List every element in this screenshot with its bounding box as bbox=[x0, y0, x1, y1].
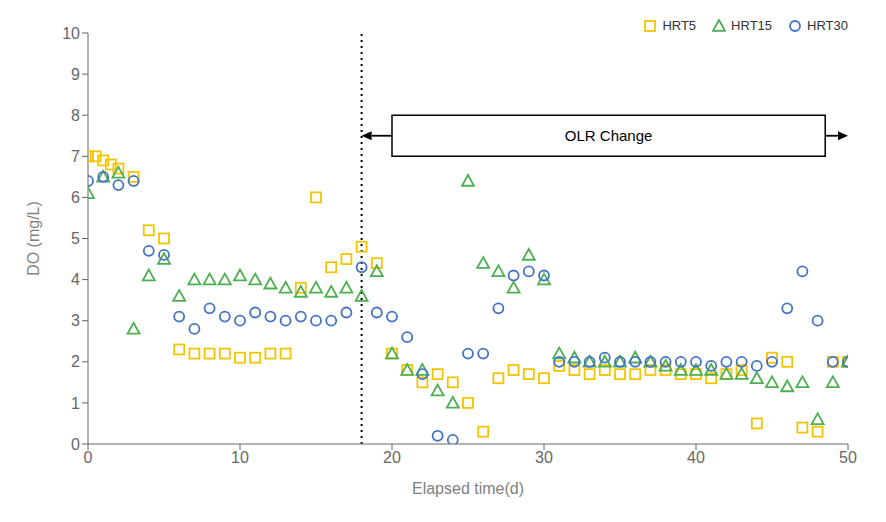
svg-text:3: 3 bbox=[71, 312, 80, 329]
svg-text:20: 20 bbox=[383, 449, 401, 466]
svg-text:7: 7 bbox=[71, 148, 80, 165]
svg-text:9: 9 bbox=[71, 66, 80, 83]
svg-text:6: 6 bbox=[71, 189, 80, 206]
svg-text:10: 10 bbox=[62, 25, 80, 42]
svg-text:Elapsed time(d): Elapsed time(d) bbox=[412, 480, 524, 497]
svg-text:1: 1 bbox=[71, 395, 80, 412]
svg-text:40: 40 bbox=[687, 449, 705, 466]
svg-text:0: 0 bbox=[71, 436, 80, 453]
svg-text:DO (mg/L): DO (mg/L) bbox=[25, 201, 42, 276]
svg-text:5: 5 bbox=[71, 230, 80, 247]
svg-text:30: 30 bbox=[535, 449, 553, 466]
html-text:HRT15: HRT15 bbox=[731, 18, 772, 33]
svg-text:0: 0 bbox=[84, 449, 93, 466]
svg-text:8: 8 bbox=[71, 107, 80, 124]
svg-text:50: 50 bbox=[839, 449, 857, 466]
svg-text:2: 2 bbox=[71, 353, 80, 370]
svg-text:10: 10 bbox=[231, 449, 249, 466]
html-text:HRT30: HRT30 bbox=[807, 18, 848, 33]
svg-text:4: 4 bbox=[71, 271, 80, 288]
html-text:HRT5: HRT5 bbox=[662, 18, 697, 33]
svg-text:OLR Change: OLR Change bbox=[565, 127, 653, 144]
